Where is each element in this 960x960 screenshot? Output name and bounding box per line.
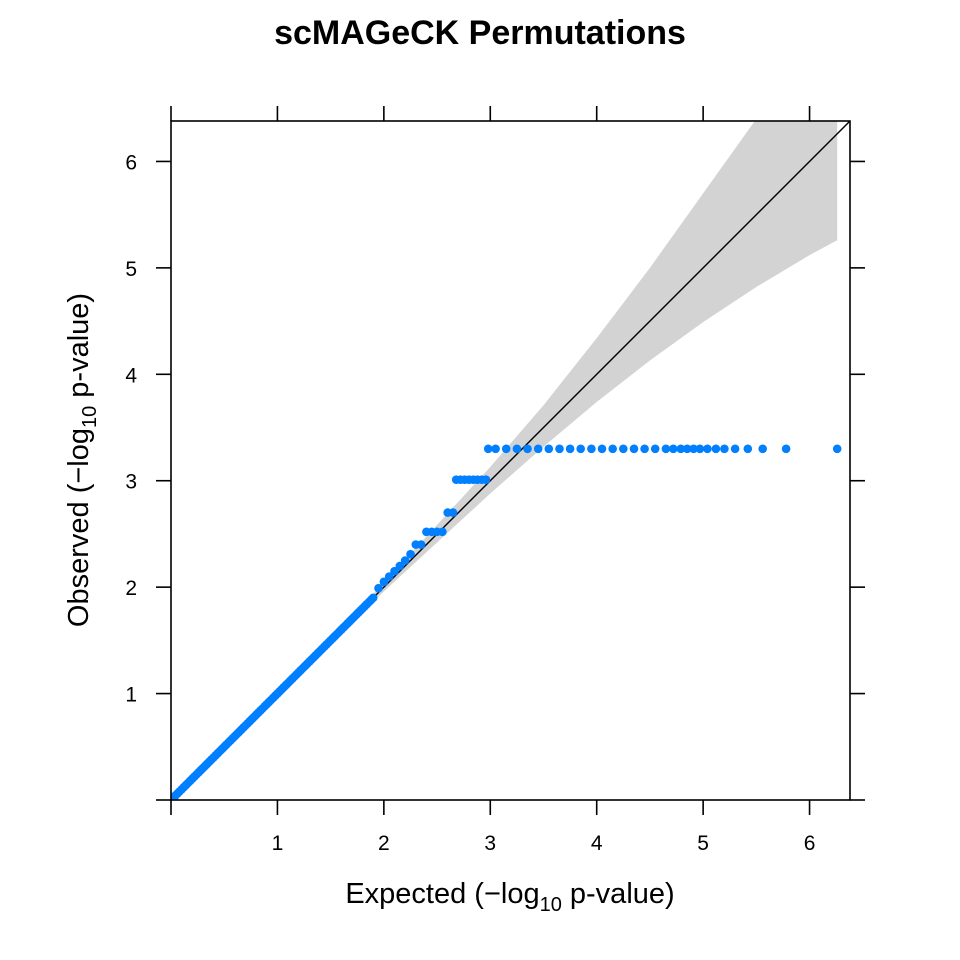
x-tick-label: 5 [697, 832, 709, 855]
data-point [597, 444, 607, 454]
data-point [384, 572, 394, 581]
data-point [720, 444, 729, 454]
confidence-band [171, 121, 838, 800]
data-points [171, 444, 842, 800]
data-point [533, 444, 543, 454]
x-axis-label: Expected (−log10 p-value) [345, 878, 674, 916]
data-point [689, 444, 698, 454]
x-tick-label: 3 [484, 832, 496, 855]
data-point [676, 444, 686, 454]
y-axis-label: Observed (−log10 p-value) [63, 293, 101, 627]
data-point [758, 444, 767, 454]
data-point [640, 444, 649, 454]
data-point [390, 566, 399, 576]
data-point [695, 444, 705, 454]
data-point [711, 444, 721, 454]
data-point [743, 444, 753, 454]
data-point [619, 444, 628, 454]
data-point [379, 577, 389, 587]
data-point [374, 583, 383, 593]
y-tick-label: 4 [125, 364, 137, 387]
y-axis-left: 1 2 3 4 5 6 [125, 151, 171, 801]
y-tick-label: 3 [125, 471, 137, 494]
data-point [650, 444, 660, 454]
data-point [565, 444, 575, 454]
data-point [669, 444, 678, 454]
x-axis-bottom: 1 2 3 4 5 6 [170, 800, 816, 855]
x-tick-label: 1 [272, 832, 284, 855]
y-axis-right [850, 160, 865, 801]
data-point [438, 527, 447, 537]
plot-area [171, 121, 850, 800]
data-point [491, 444, 500, 454]
x-axis-top [170, 106, 811, 121]
data-point [730, 444, 740, 454]
y-tick-label: 5 [125, 258, 137, 281]
data-point [608, 444, 617, 454]
plot-frame [170, 120, 851, 801]
data-point [587, 444, 596, 454]
x-tick-label: 6 [804, 832, 816, 855]
data-point [555, 444, 564, 454]
data-point [576, 444, 585, 454]
data-point [832, 444, 842, 454]
data-point [501, 444, 511, 454]
y-tick-label: 2 [125, 577, 137, 600]
data-point [416, 540, 426, 549]
data-point [703, 444, 712, 454]
data-point [448, 508, 458, 517]
data-point [400, 556, 410, 565]
data-point [395, 561, 405, 571]
chart-title: scMAGeCK Permutations [274, 14, 686, 52]
y-tick-label: 6 [125, 151, 137, 174]
data-point [661, 444, 671, 454]
x-tick-label: 4 [591, 832, 603, 855]
data-point [512, 444, 522, 454]
data-point [682, 444, 692, 454]
x-tick-label: 2 [378, 832, 390, 855]
data-point [781, 444, 791, 454]
y-tick-label: 1 [125, 684, 137, 707]
data-point [481, 475, 491, 485]
data-point [544, 444, 554, 454]
data-point [368, 593, 378, 603]
data-point [629, 444, 639, 454]
data-point [523, 444, 532, 454]
data-point [406, 549, 415, 559]
data-point [483, 444, 493, 454]
